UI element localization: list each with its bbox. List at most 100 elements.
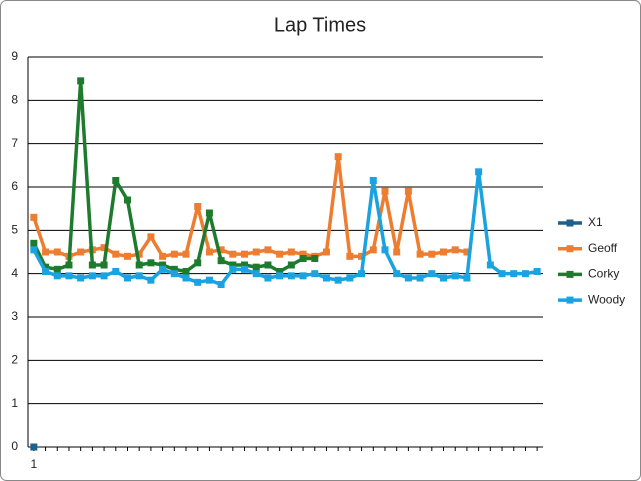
point [369,177,377,184]
point [205,248,213,256]
point [112,250,120,258]
point [393,270,401,278]
point [264,261,272,269]
point [241,265,249,273]
point [475,168,483,176]
point [276,268,284,275]
point [299,272,307,280]
point [159,265,167,273]
point [287,272,295,280]
point [486,261,494,269]
point [30,213,38,221]
point [404,187,412,195]
point [217,257,225,265]
y-tick-label: 2 [11,353,18,367]
point [299,255,307,262]
y-tick-label: 7 [11,136,18,150]
point [311,270,319,278]
point [77,248,85,256]
point [53,265,61,273]
legend-marker [566,245,574,253]
point [159,252,167,260]
point [147,233,155,241]
point [42,248,50,256]
point [42,268,50,275]
point [287,261,295,269]
point [346,252,354,260]
legend-label: Geoff [588,241,618,255]
point [123,196,131,204]
legend-label: Woody [588,292,625,306]
point [416,250,424,258]
point [205,209,213,217]
point [42,263,50,271]
point [65,261,73,269]
point [182,250,190,258]
point [112,177,120,184]
point [217,246,225,254]
point [88,272,96,280]
legend-marker [566,270,574,278]
point [135,250,143,258]
point [334,153,342,161]
point [123,274,131,282]
point [428,270,436,278]
point [276,272,284,280]
point [264,274,272,282]
point [252,263,260,271]
point [451,246,459,254]
x-tick-label: 1 [31,457,38,471]
point [416,274,424,282]
point [100,261,108,269]
point [229,265,237,273]
y-tick-label: 4 [11,266,18,280]
point [170,265,178,273]
point [346,274,354,282]
point [322,274,330,282]
point [334,276,342,284]
point [440,248,448,256]
chart-title: Lap Times [274,14,366,36]
point [147,276,155,284]
legend-marker [566,219,574,227]
y-tick-label: 3 [11,309,18,323]
point [159,261,167,269]
point [205,276,213,284]
point [30,246,38,254]
point [53,272,61,280]
point [170,250,178,258]
point [194,203,202,210]
y-tick-label: 0 [11,439,18,453]
point [194,278,202,286]
point [182,274,190,282]
point [322,248,330,256]
point [135,261,143,269]
point [533,268,541,275]
point [311,255,319,262]
point [135,272,143,280]
point [381,187,389,195]
point [252,270,260,278]
point [77,77,85,85]
y-tick-label: 1 [11,396,18,410]
point [299,250,307,258]
point [381,246,389,254]
y-tick-label: 6 [11,179,18,193]
point [100,244,108,252]
point [217,281,225,288]
point [276,250,284,258]
point [65,272,73,280]
point [53,248,61,256]
point [463,248,471,256]
point [358,252,366,260]
point [30,443,38,451]
y-tick-label: 9 [11,49,18,63]
point [428,250,436,258]
point [77,274,85,282]
point [369,246,377,254]
legend-label: X1 [588,215,603,229]
point [170,270,178,278]
point [112,268,120,275]
